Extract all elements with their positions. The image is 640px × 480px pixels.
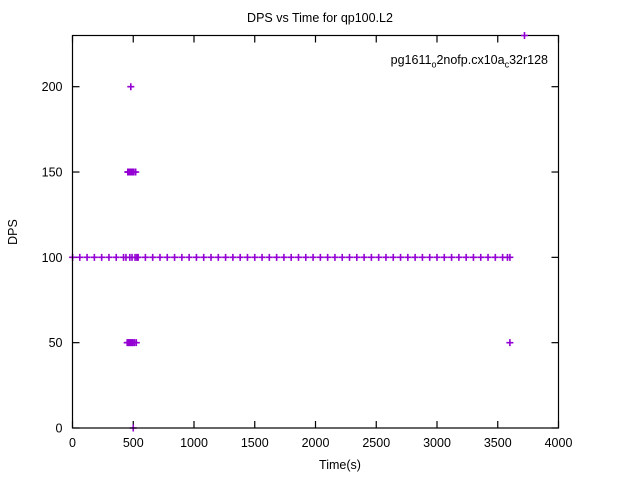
plot-frame [71,34,560,429]
data-point [418,253,426,261]
data-point [440,253,448,261]
data-point [469,253,477,261]
data-points-layer [69,83,514,432]
data-point [462,253,470,261]
data-point [426,253,434,261]
data-point [346,253,354,261]
data-point [258,253,266,261]
data-point [411,253,419,261]
data-point [134,253,142,261]
data-point [251,253,259,261]
data-point [484,253,492,261]
x-tick-label-2000: 2000 [302,436,330,450]
x-tick-label-3500: 3500 [484,436,512,450]
data-point [192,253,200,261]
data-point [309,253,317,261]
data-point [76,253,84,261]
y-tick-label-150: 150 [42,166,63,180]
data-point [178,253,186,261]
x-axis-ticks: 0 500 1000 1500 2000 2500 3000 3500 4000 [69,35,573,450]
data-point [265,253,273,261]
x-tick-label-1000: 1000 [180,436,208,450]
legend-label-part: c [505,60,510,70]
series-points [69,83,514,432]
data-point [105,253,113,261]
legend-label-part: o [431,60,436,70]
data-point [448,253,456,261]
data-point [360,253,368,261]
data-point [132,339,140,347]
legend-label-part: 32r128 [509,53,548,67]
data-point [331,253,339,261]
data-point [83,253,91,261]
data-point [324,253,332,261]
data-point [200,253,208,261]
data-point [149,253,157,261]
data-point [506,253,514,261]
y-tick-label-100: 100 [42,251,63,265]
data-point [236,253,244,261]
data-point [397,253,405,261]
data-point [477,253,485,261]
data-point [389,253,397,261]
data-point [491,253,499,261]
data-point [141,253,149,261]
x-axis-label: Time(s) [319,458,361,472]
legend-entry-label: pg1611o2nofp.cx10ac32r128 [391,53,548,70]
y-axis-ticks: 0 50 100 150 200 [42,80,559,436]
x-tick-label-4000: 4000 [545,436,573,450]
data-point [316,253,324,261]
data-point [404,253,412,261]
data-point [294,253,302,261]
x-tick-label-500: 500 [123,436,144,450]
data-point [112,253,120,261]
x-tick-label-3000: 3000 [423,436,451,450]
data-point [243,253,251,261]
legend[interactable]: pg1611o2nofp.cx10ac32r128 [391,32,548,70]
data-point [127,83,135,91]
data-point [433,253,441,261]
y-tick-label-200: 200 [42,80,63,94]
x-tick-label-0: 0 [69,436,76,450]
x-tick-label-2500: 2500 [362,436,390,450]
y-tick-label-0: 0 [56,422,63,436]
data-point [455,253,463,261]
data-point [132,168,140,176]
data-point [98,253,106,261]
x-tick-label-1500: 1500 [241,436,269,450]
data-point [287,253,295,261]
legend-key-plus-icon [520,32,528,39]
data-point [382,253,390,261]
data-point [90,253,98,261]
data-point [302,253,310,261]
data-point [185,253,193,261]
data-point [280,253,288,261]
data-point [207,253,215,261]
data-point [229,253,237,261]
data-point [163,253,171,261]
y-tick-label-50: 50 [49,336,63,350]
data-point [367,253,375,261]
y-axis-label: DPS [6,219,20,245]
data-point [506,339,514,347]
legend-label-part: 2nofp.cx10a [436,53,504,67]
legend-label-part: pg1611 [391,53,432,67]
data-point [338,253,346,261]
data-point [353,253,361,261]
data-point [214,253,222,261]
legend-key-point [520,32,528,39]
data-point [222,253,230,261]
chart-title: DPS vs Time for qp100.L2 [247,11,393,25]
data-point [156,253,164,261]
data-point [273,253,281,261]
data-point [375,253,383,261]
data-point [171,253,179,261]
